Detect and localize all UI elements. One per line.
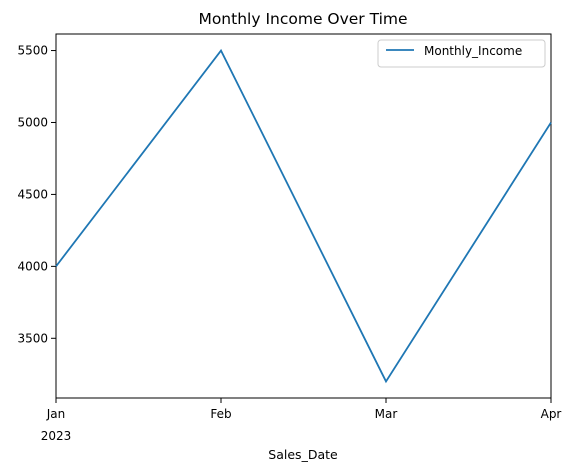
y-tick-label: 5000 <box>17 115 48 129</box>
legend-label-monthly-income: Monthly_Income <box>424 44 522 58</box>
legend-box <box>377 39 546 68</box>
x-tick-label: Feb <box>210 407 231 421</box>
y-tick-label: 4000 <box>17 259 48 273</box>
series-layer <box>55 48 552 384</box>
x-axis: Jan Feb Mar Apr <box>46 398 562 421</box>
chart-title: Monthly Income Over Time <box>198 10 407 28</box>
series-line-monthly-income <box>55 48 552 384</box>
y-tick-label: 3500 <box>17 331 48 345</box>
x-tick-sublabel: 2023 <box>41 429 72 443</box>
x-axis-label: Sales_Date <box>268 447 338 462</box>
x-tick-label: Mar <box>375 407 398 421</box>
y-tick-label: 4500 <box>17 187 48 201</box>
x-tick-label: Apr <box>541 407 562 421</box>
y-tick-label: 5500 <box>17 44 48 58</box>
y-axis: 3500 4000 4500 5000 5500 <box>17 44 56 345</box>
x-tick-label: Jan <box>46 407 66 421</box>
legend: Monthly_Income <box>377 39 546 68</box>
